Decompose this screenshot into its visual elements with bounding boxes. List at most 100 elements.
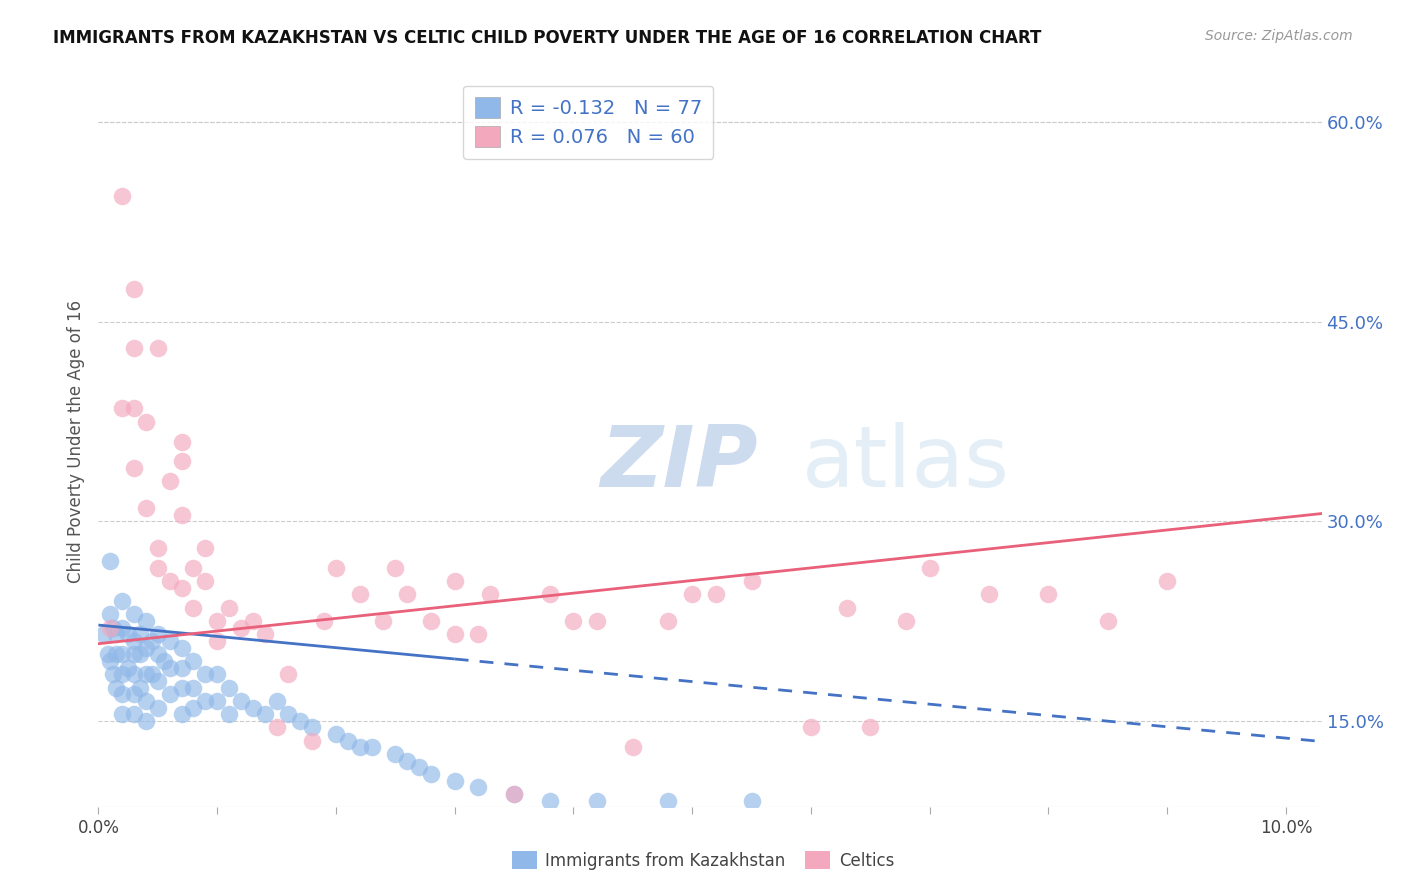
Point <box>218 707 240 722</box>
Point <box>141 634 163 648</box>
Point <box>325 561 347 575</box>
Point <box>146 541 169 555</box>
Point <box>384 747 406 761</box>
Point <box>336 733 359 747</box>
Point <box>741 794 763 808</box>
Point <box>349 587 371 601</box>
Point <box>111 188 134 202</box>
Y-axis label: Child Poverty Under the Age of 16: Child Poverty Under the Age of 16 <box>66 300 84 583</box>
Point <box>159 634 181 648</box>
Point <box>408 760 430 774</box>
Text: IMMIGRANTS FROM KAZAKHSTAN VS CELTIC CHILD POVERTY UNDER THE AGE OF 16 CORRELATI: IMMIGRANTS FROM KAZAKHSTAN VS CELTIC CHI… <box>53 29 1042 47</box>
Point <box>111 707 134 722</box>
Point <box>349 740 371 755</box>
Point <box>97 648 120 662</box>
Point <box>129 681 152 695</box>
Point <box>122 461 145 475</box>
Point <box>129 627 152 641</box>
Point <box>301 733 323 747</box>
Point <box>396 754 419 768</box>
Point <box>122 707 145 722</box>
Point <box>135 415 157 429</box>
Point <box>146 648 169 662</box>
Point <box>503 787 526 801</box>
Point <box>101 667 124 681</box>
Point <box>467 627 489 641</box>
Point <box>122 282 145 296</box>
Point <box>835 600 858 615</box>
Point <box>384 561 406 575</box>
Point <box>135 640 157 655</box>
Point <box>538 794 561 808</box>
Point <box>918 561 941 575</box>
Point <box>194 667 217 681</box>
Point <box>242 614 264 628</box>
Point <box>135 501 157 516</box>
Point <box>146 627 169 641</box>
Point <box>146 673 169 688</box>
Point <box>229 694 252 708</box>
Point <box>205 694 228 708</box>
Point <box>205 667 228 681</box>
Point <box>205 634 228 648</box>
Point <box>420 767 443 781</box>
Point <box>218 600 240 615</box>
Point <box>266 721 288 735</box>
Point <box>111 401 134 416</box>
Point <box>98 607 121 622</box>
Point <box>586 614 609 628</box>
Point <box>194 541 217 555</box>
Point <box>266 694 288 708</box>
Point <box>420 614 443 628</box>
Point <box>205 614 228 628</box>
Point <box>111 621 134 635</box>
Text: Source: ZipAtlas.com: Source: ZipAtlas.com <box>1205 29 1353 44</box>
Point <box>479 587 502 601</box>
Point <box>111 594 134 608</box>
Point <box>253 627 276 641</box>
Point <box>859 721 882 735</box>
Point <box>122 667 145 681</box>
Point <box>146 561 169 575</box>
Point <box>93 627 115 641</box>
Point <box>229 621 252 635</box>
Point <box>443 574 465 589</box>
Point <box>98 621 121 635</box>
Point <box>242 700 264 714</box>
Point <box>183 700 205 714</box>
Point <box>135 667 157 681</box>
Point <box>111 687 134 701</box>
Point <box>122 607 145 622</box>
Point <box>657 794 679 808</box>
Point <box>1156 574 1178 589</box>
Point <box>290 714 312 728</box>
Point <box>467 780 489 795</box>
Point <box>621 740 644 755</box>
Point <box>253 707 276 722</box>
Point <box>152 654 174 668</box>
Text: atlas: atlas <box>801 422 1010 505</box>
Point <box>141 667 163 681</box>
Point <box>586 794 609 808</box>
Point <box>1038 587 1060 601</box>
Point <box>183 600 205 615</box>
Point <box>977 587 1000 601</box>
Point <box>170 508 193 522</box>
Point <box>105 627 128 641</box>
Point <box>681 587 703 601</box>
Point <box>183 654 205 668</box>
Point <box>704 587 727 601</box>
Point <box>443 627 465 641</box>
Point <box>117 660 139 674</box>
Point <box>135 694 157 708</box>
Point <box>183 681 205 695</box>
Point <box>135 714 157 728</box>
Point <box>122 634 145 648</box>
Point <box>101 621 124 635</box>
Point <box>111 648 134 662</box>
Point <box>657 614 679 628</box>
Point <box>105 681 128 695</box>
Point <box>277 667 299 681</box>
Point <box>301 721 323 735</box>
Point <box>98 554 121 568</box>
